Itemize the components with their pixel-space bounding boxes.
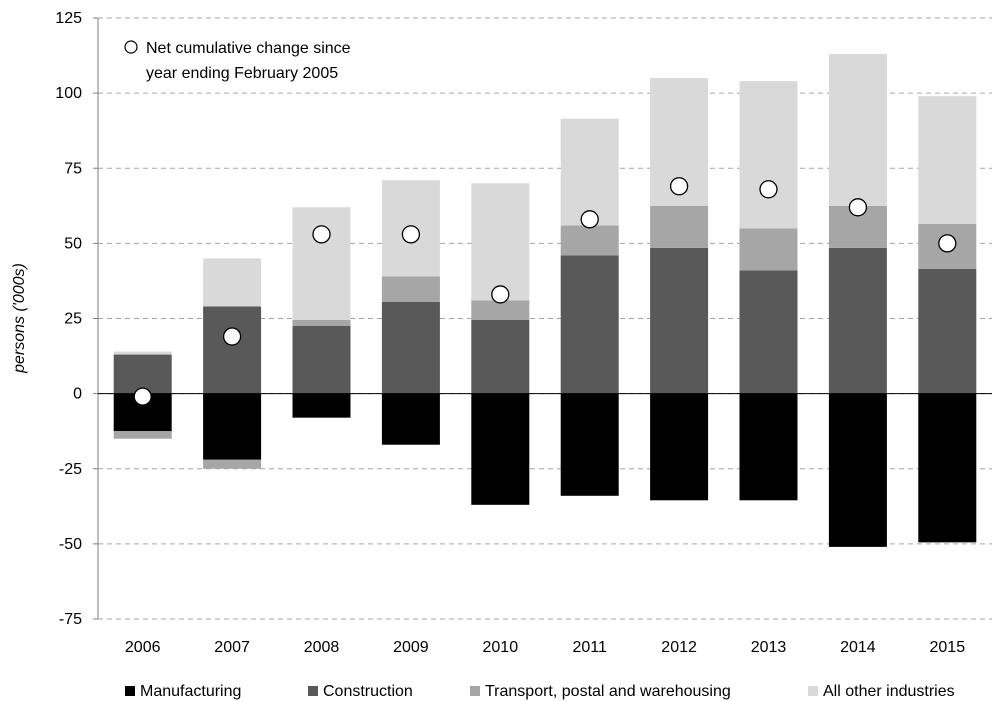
bar-manufacturing-2014 <box>828 393 887 547</box>
bar-manufacturing-2015 <box>918 393 977 543</box>
legend-swatch <box>470 686 480 696</box>
bar-construction-2009 <box>381 301 440 394</box>
y-tick-label: 100 <box>55 85 82 102</box>
legend-item: Manufacturing <box>125 683 241 700</box>
legend-item: Construction <box>308 683 413 700</box>
x-tick-label: 2011 <box>572 639 607 656</box>
bar-transport-postal-and-warehousing-2008 <box>292 320 351 327</box>
x-tick-label: 2013 <box>751 639 787 656</box>
bar-construction-2012 <box>650 247 709 394</box>
x-tick-label: 2015 <box>930 639 966 656</box>
x-tick-label: 2008 <box>304 639 340 656</box>
net-change-marker-2011 <box>580 210 599 229</box>
legend-label: Manufacturing <box>140 683 241 700</box>
bar-all-other-industries-2006 <box>113 351 172 355</box>
bar-transport-postal-and-warehousing-2010 <box>471 300 530 321</box>
annotation-marker <box>124 40 138 54</box>
bar-manufacturing-2010 <box>471 393 530 505</box>
net-change-marker-2010 <box>491 285 510 304</box>
bar-manufacturing-2007 <box>203 393 262 460</box>
y-tick-label: -25 <box>59 461 82 478</box>
net-change-marker-2014 <box>848 198 868 217</box>
legend-swatch <box>125 686 135 696</box>
bar-construction-2014 <box>828 247 887 394</box>
y-tick-label: 75 <box>64 160 82 177</box>
y-axis: -75 -50 -25 0 25 50 75 100 125 <box>55 10 99 628</box>
y-tick-label: -75 <box>59 611 82 628</box>
bar-all-other-industries-2007 <box>203 258 262 307</box>
bar-manufacturing-2009 <box>381 393 440 445</box>
legend-swatch <box>808 686 818 696</box>
annotation: Net cumulative change since year ending … <box>124 40 351 82</box>
net-change-marker-2008 <box>312 225 331 244</box>
x-tick-label: 2006 <box>125 639 161 656</box>
bar-construction-2008 <box>292 326 351 394</box>
bar-all-other-industries-2010 <box>471 183 530 301</box>
net-change-marker-2015 <box>938 234 957 253</box>
bar-manufacturing-2008 <box>292 393 351 418</box>
legend-label: Construction <box>323 683 413 700</box>
bar-manufacturing-2011 <box>560 393 619 496</box>
net-change-markers <box>133 177 957 406</box>
bar-construction-2013 <box>739 270 798 394</box>
bar-construction-2015 <box>918 268 977 394</box>
legend-item: Transport, postal and warehousing <box>470 683 731 700</box>
x-tick-label: 2009 <box>393 639 429 656</box>
x-tick-label: 2014 <box>840 639 876 656</box>
legend-label: All other industries <box>823 683 955 700</box>
y-tick-label: 0 <box>73 386 82 403</box>
bars <box>113 54 977 547</box>
bar-transport-postal-and-warehousing-2013 <box>739 228 798 271</box>
bar-construction-2007 <box>203 306 262 394</box>
bar-construction-2011 <box>560 255 619 394</box>
net-change-marker-2006 <box>133 387 152 406</box>
bar-transport-postal-and-warehousing-2011 <box>560 225 619 256</box>
bar-all-other-industries-2008 <box>292 207 351 321</box>
bar-transport-postal-and-warehousing-2006 <box>113 431 172 439</box>
x-tick-label: 2007 <box>214 639 250 656</box>
bar-transport-postal-and-warehousing-2009 <box>381 276 440 302</box>
y-axis-label: persons ('000s) <box>11 263 28 374</box>
bar-construction-2006 <box>113 354 172 394</box>
x-tick-label: 2010 <box>483 639 519 656</box>
y-tick-label: 50 <box>64 235 82 252</box>
bar-all-other-industries-2015 <box>918 96 977 224</box>
bar-transport-postal-and-warehousing-2007 <box>203 459 262 469</box>
bar-manufacturing-2013 <box>739 393 798 501</box>
bar-all-other-industries-2013 <box>739 81 798 229</box>
bar-construction-2010 <box>471 320 530 394</box>
y-tick-label: 125 <box>55 10 82 27</box>
legend-label: Transport, postal and warehousing <box>485 683 731 700</box>
legend: Manufacturing Construction Transport, post… <box>125 683 955 700</box>
bar-transport-postal-and-warehousing-2012 <box>650 205 709 248</box>
net-change-marker-2012 <box>669 177 689 196</box>
legend-swatch <box>308 686 318 696</box>
annotation-line-1: Net cumulative change since <box>146 40 351 57</box>
legend-item: All other industries <box>808 683 955 700</box>
bar-manufacturing-2012 <box>650 393 709 501</box>
bar-all-other-industries-2011 <box>560 118 619 226</box>
x-tick-label: 2012 <box>661 639 697 656</box>
net-change-marker-2007 <box>222 327 242 346</box>
annotation-line-2: year ending February 2005 <box>146 65 338 82</box>
net-change-marker-2009 <box>401 225 421 244</box>
y-tick-label: 25 <box>64 311 82 328</box>
net-change-marker-2013 <box>759 180 778 199</box>
x-axis: 2006 2007 2008 2009 2010 2011 2012 2013 2014 2015 <box>98 393 992 656</box>
bar-all-other-industries-2014 <box>828 54 887 206</box>
y-tick-label: -50 <box>59 536 82 553</box>
